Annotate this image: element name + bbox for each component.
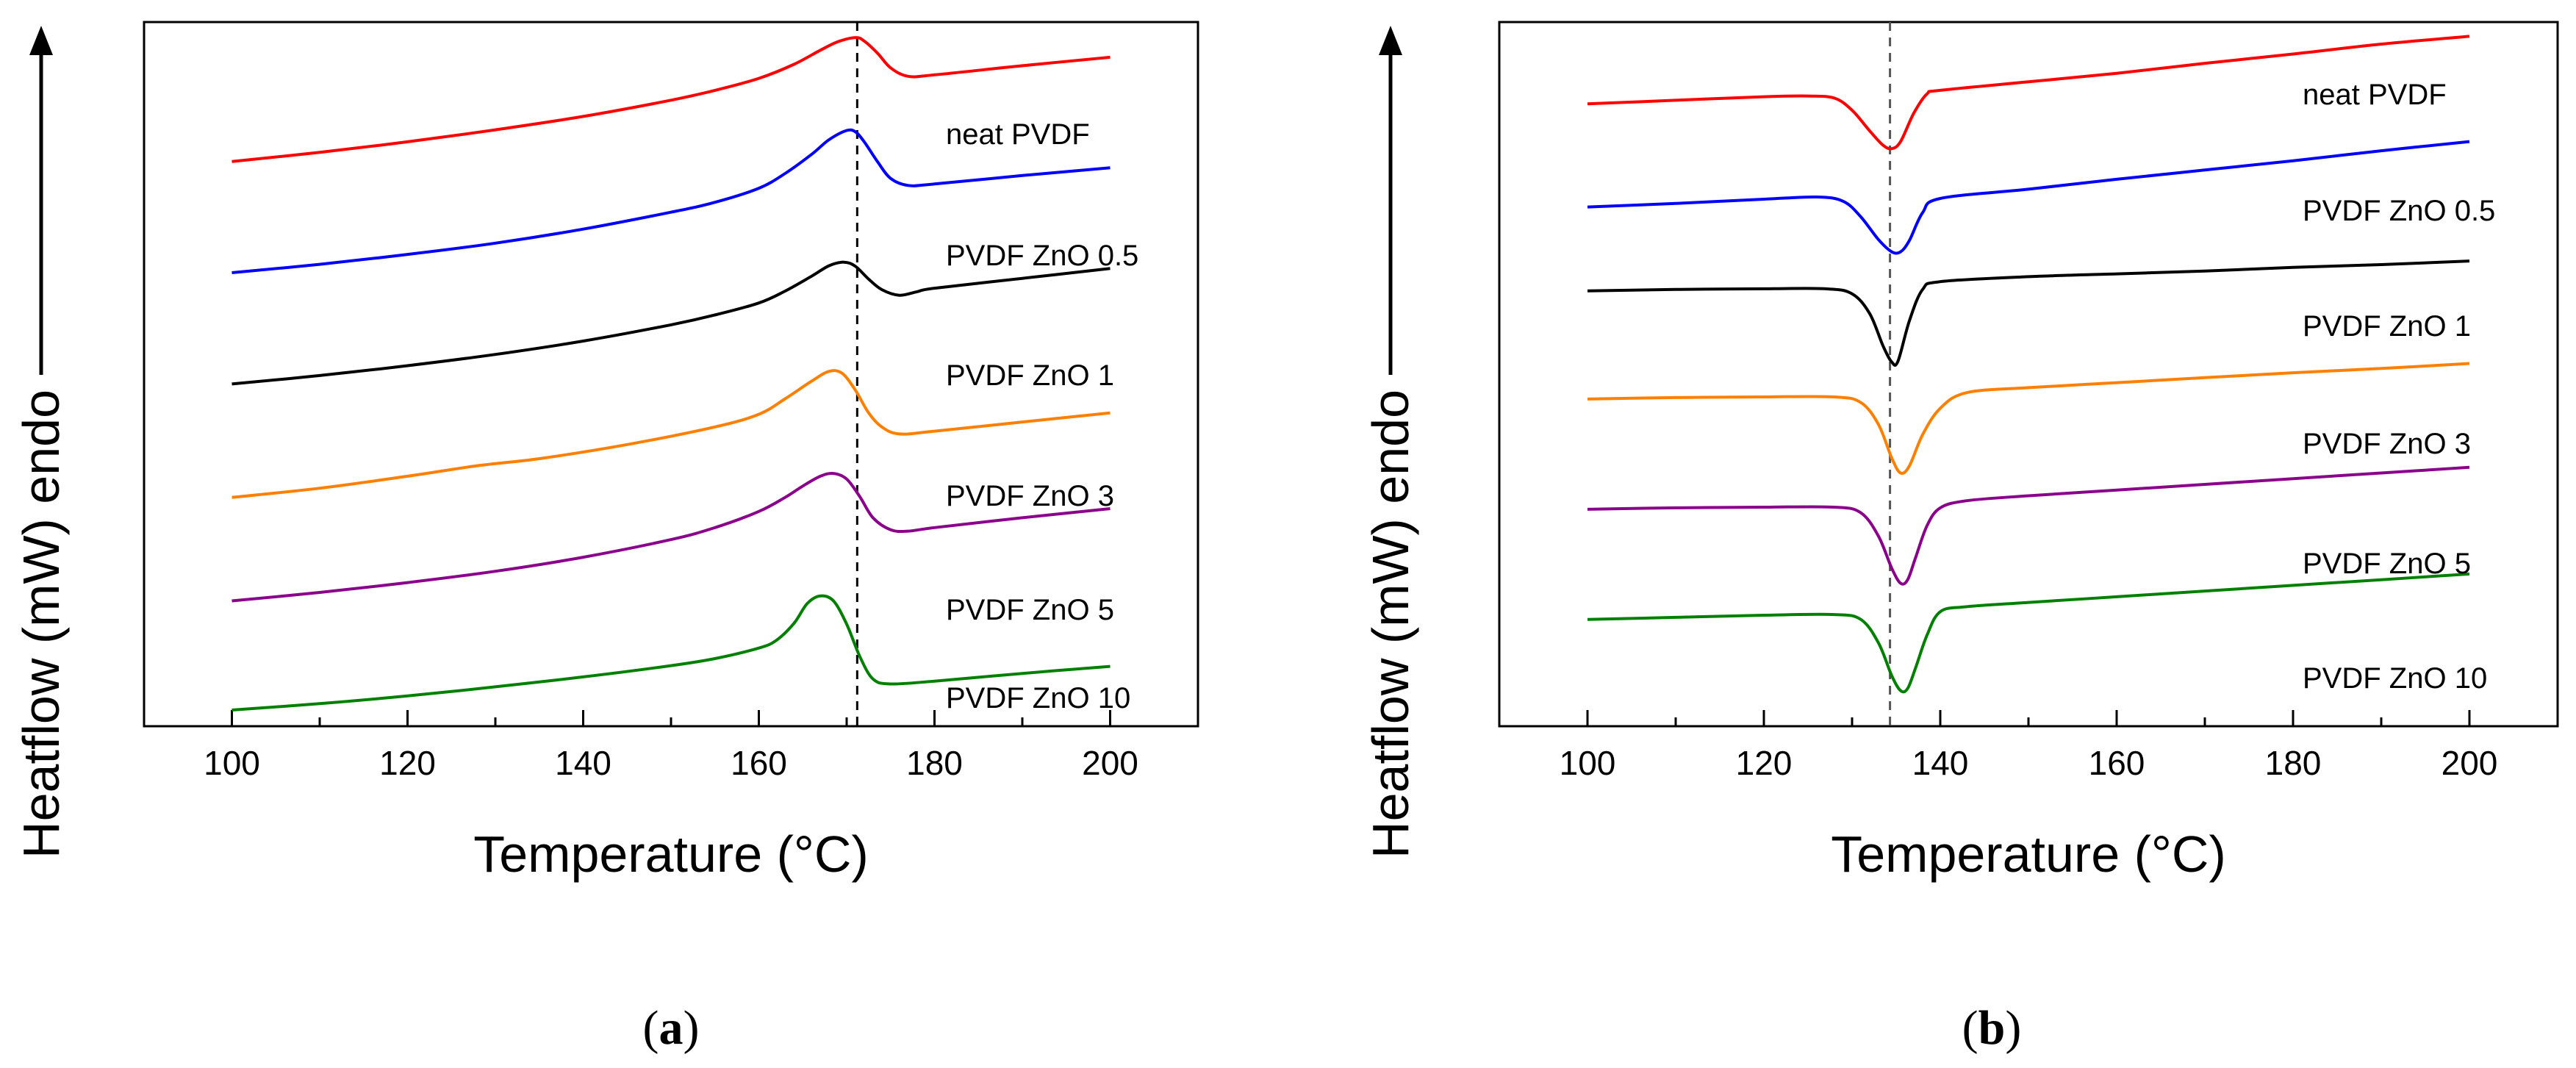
b-x-tick-label-180: 180: [2265, 744, 2322, 782]
panel-b-y-axis-label: Heatflow (mW) endo: [1362, 390, 1419, 859]
panel-a-chart: 100 120 140 160 180 200 Heatflow (mW) endo Te…: [12, 21, 1199, 1055]
panel-a-y-axis-label: Heatflow (mW) endo: [12, 390, 70, 859]
a-series-line-0: [232, 36, 1111, 163]
panel-a-label-neat-pvdf: neat PVDF: [946, 118, 1090, 151]
panel-b-plot-frame: [1498, 21, 2559, 728]
b-series-line-3: [1587, 362, 2470, 475]
panel-b-label-zno-10: PVDF ZnO 10: [2303, 662, 2487, 695]
a-x-tick-label-140: 140: [555, 744, 611, 782]
a-x-tick-label-100: 100: [204, 744, 260, 782]
panel-a-x-tick-labels: 100 120 140 160 180 200: [204, 744, 1138, 782]
panel-b-x-axis-label: Temperature (°C): [1831, 825, 2226, 883]
panel-a-caption: (a): [643, 1001, 700, 1055]
panel-a-series-group: [232, 36, 1111, 712]
panel-b-caption: (b): [1962, 1001, 2022, 1055]
panel-b-y-arrow-head: [1379, 26, 1402, 55]
panel-a-label-zno-3: PVDF ZnO 3: [946, 480, 1114, 512]
b-x-tick-label-120: 120: [1736, 744, 1793, 782]
panel-a-label-zno-0-5: PVDF ZnO 0.5: [946, 240, 1138, 272]
panel-b-label-neat-pvdf: neat PVDF: [2303, 79, 2447, 111]
panel-b-series-group: [1587, 35, 2470, 694]
a-series-line-3: [232, 369, 1111, 499]
panel-a-x-ticks: [143, 710, 1199, 726]
b-series-line-4: [1587, 465, 2470, 586]
a-series-line-1: [232, 128, 1111, 274]
panel-b-label-zno-5: PVDF ZnO 5: [2303, 548, 2471, 580]
a-series-line-5: [232, 594, 1111, 712]
panel-a-label-zno-1: PVDF ZnO 1: [946, 359, 1114, 392]
b-series-line-1: [1587, 140, 2470, 255]
panel-b-x-ticks: [1498, 710, 2559, 726]
a-series-line-2: [232, 260, 1111, 386]
b-x-tick-label-200: 200: [2442, 744, 2498, 782]
a-x-tick-label-120: 120: [379, 744, 436, 782]
panel-a-label-zno-10: PVDF ZnO 10: [946, 682, 1130, 714]
b-series-line-5: [1587, 572, 2470, 694]
a-x-tick-label-200: 200: [1082, 744, 1138, 782]
panel-b-x-tick-labels: 100 120 140 160 180 200: [1560, 744, 2498, 782]
panel-a-x-axis-label: Temperature (°C): [473, 825, 869, 883]
b-x-tick-label-160: 160: [2089, 744, 2145, 782]
a-series-line-4: [232, 471, 1111, 603]
panel-b-label-zno-1: PVDF ZnO 1: [2303, 310, 2471, 343]
b-x-tick-label-100: 100: [1560, 744, 1616, 782]
panel-b-chart: 100 120 140 160 180 200 Heatflow (mW) endo Te…: [1362, 21, 2559, 1055]
b-series-line-0: [1587, 35, 2470, 151]
b-series-line-2: [1587, 259, 2470, 367]
panel-a-label-zno-5: PVDF ZnO 5: [946, 594, 1114, 626]
panel-b-label-zno-0-5: PVDF ZnO 0.5: [2303, 195, 2495, 227]
b-x-tick-label-140: 140: [1912, 744, 1969, 782]
panel-b-y-axis-label-group: Heatflow (mW) endo: [1362, 26, 1419, 859]
panel-b-label-zno-3: PVDF ZnO 3: [2303, 428, 2471, 460]
a-x-tick-label-180: 180: [906, 744, 963, 782]
panel-a-y-arrow-head: [29, 26, 53, 55]
a-x-tick-label-160: 160: [731, 744, 787, 782]
panel-a-y-axis-label-group: Heatflow (mW) endo: [12, 26, 70, 859]
